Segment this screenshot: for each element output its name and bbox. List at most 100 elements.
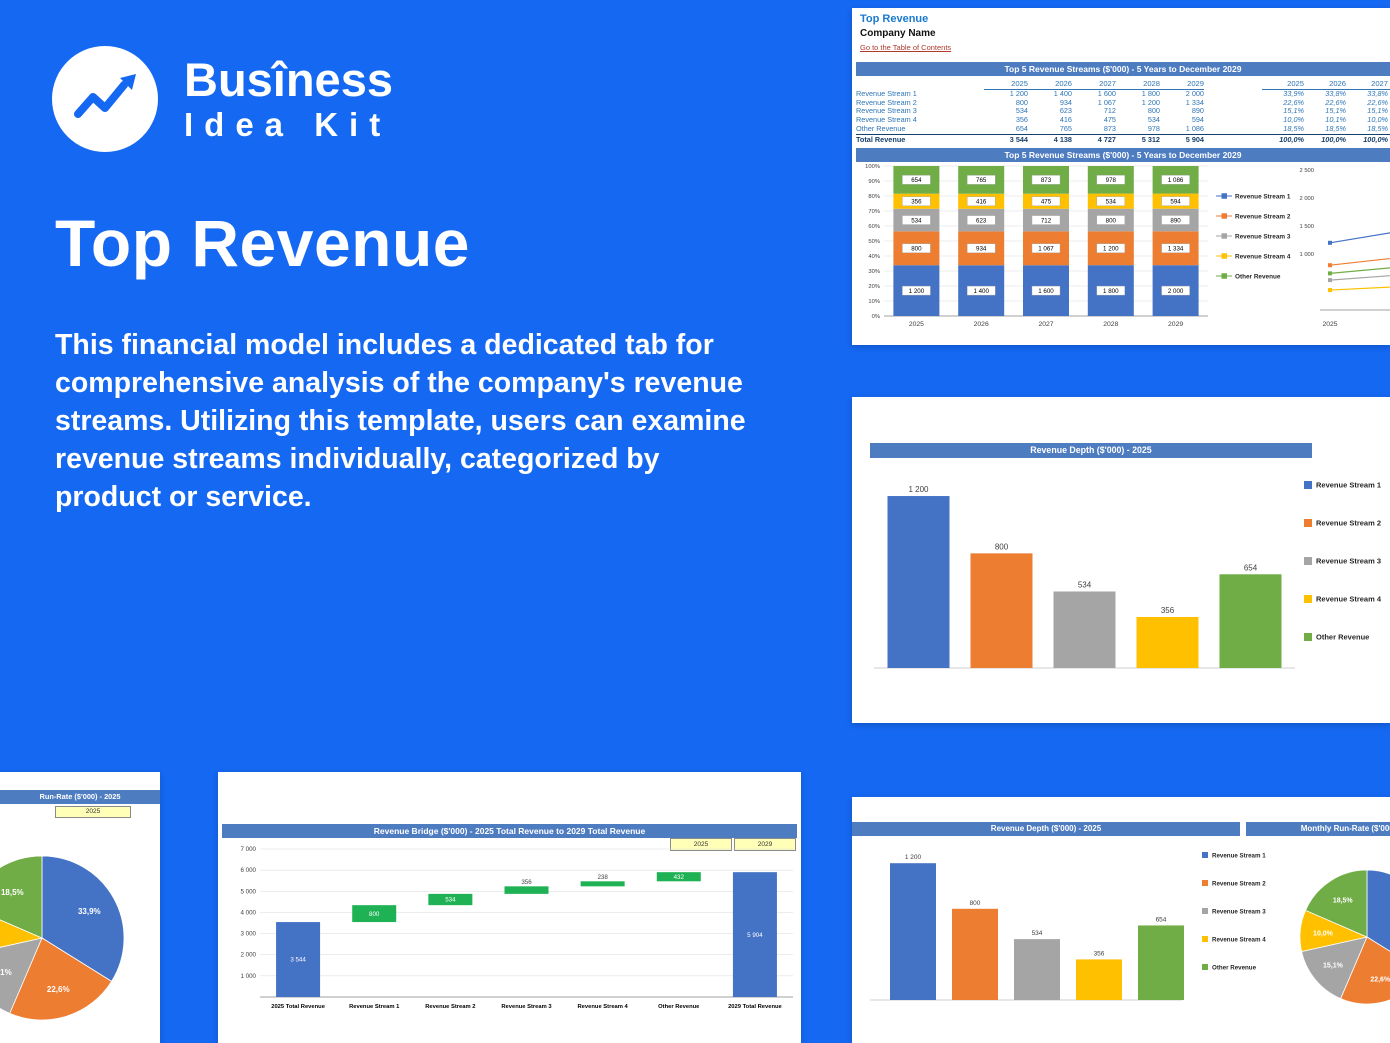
revenue-bridge-panel: Revenue Bridge ($'000) - 2025 Total Reve… <box>218 772 801 1043</box>
total-value: 5 312 <box>1141 135 1160 145</box>
waterfall-bar <box>428 893 473 906</box>
total-label: Total Revenue <box>856 135 906 145</box>
segment-label-box <box>966 243 996 254</box>
pct-cell: 33,8% <box>1325 90 1346 98</box>
chart-label: 22,6% <box>1370 977 1390 984</box>
chart-label: 20% <box>868 284 880 290</box>
chart-label: 1 200 <box>909 288 925 295</box>
waterfall-bar <box>352 905 397 923</box>
year-header: 2027 <box>1072 78 1116 90</box>
chart-label: Revenue Stream 2 <box>1316 518 1381 527</box>
chart-label: 5 000 <box>241 888 257 895</box>
chart-label: Revenue Stream 3 <box>1212 908 1266 915</box>
chart-label: 2027 <box>1038 321 1053 328</box>
chart-label: 22,6% <box>47 985 70 994</box>
row-label: Other Revenue <box>856 124 906 133</box>
line-series <box>1329 275 1390 281</box>
line-marker <box>1328 288 1332 293</box>
pct-cell: 15,1% <box>1367 107 1388 116</box>
chart-label: 356 <box>521 879 532 886</box>
revenue-table: 202520262027202820292025202620272028Reve… <box>856 78 1390 145</box>
chart-label: Revenue Stream 1 <box>1316 480 1381 489</box>
chart-label: 594 <box>1170 198 1181 205</box>
year-selector-from[interactable]: 2025 <box>670 838 732 851</box>
table-cell <box>1204 107 1262 116</box>
pct-cell: 18,5% <box>1325 124 1346 133</box>
value-cell: 623 <box>1059 107 1072 116</box>
chart-label: Revenue Stream 3 <box>1235 233 1291 240</box>
pct-cell: 22,6% <box>1367 98 1388 107</box>
pct-cell: 22,6% <box>1325 98 1346 107</box>
segment-label-box <box>966 285 996 296</box>
runrate-panel: Run-Rate ($'000) - 2025 2025 33,9% 22,6% 1… <box>0 772 160 1043</box>
row-label: Revenue Stream 2 <box>856 98 917 107</box>
pie-slice <box>0 937 43 1014</box>
value-cell: 1 067 <box>1097 98 1116 107</box>
chart-label: Revenue Stream 4 <box>1235 253 1291 260</box>
chart-label: 2025 <box>1322 321 1337 328</box>
legend-marker <box>1202 852 1208 858</box>
pct-cell: 10,1% <box>1325 116 1346 125</box>
chart-label: Revenue Stream 2 <box>1235 213 1291 220</box>
pct-cell: 10,0% <box>1283 116 1304 125</box>
stacked-chart-title-bar: Top 5 Revenue Streams ($'000) - 5 Years … <box>856 148 1390 162</box>
bar <box>1219 574 1282 668</box>
depth-runrate-panel: Revenue Depth ($'000) - 2025 Monthly Run… <box>852 797 1390 1043</box>
total-value: 3 544 <box>1009 135 1028 145</box>
legend-marker <box>1304 519 1312 527</box>
chart-label: 5 904 <box>747 932 763 939</box>
year-header: 2028 <box>1388 78 1390 90</box>
chart-label: 1 086 <box>1168 177 1184 184</box>
segment-label-box <box>1096 175 1126 185</box>
legend-marker <box>1202 936 1208 942</box>
chart-label: 15,1% <box>1323 963 1344 970</box>
pct-cell: 15,1% <box>1283 107 1304 116</box>
bar <box>890 863 936 1000</box>
line-series <box>1329 232 1390 244</box>
year-selector-to[interactable]: 2029 <box>734 838 796 851</box>
year-header: 2026 <box>1028 78 1072 90</box>
chart-label: 50% <box>868 239 880 245</box>
chart-label: 534 <box>445 897 456 904</box>
pie-slice <box>1340 936 1390 1005</box>
line-marker <box>1328 278 1332 283</box>
stacked-bar-chart: 100% 90% 80% 70% 60% 50% 40% 30% 20% 10% 0% 1 200 80… <box>865 164 1208 328</box>
legend-marker <box>1304 481 1312 489</box>
chart-label: 40% <box>868 254 880 260</box>
brand: Busîness Idea Kit <box>52 46 393 152</box>
waterfall-chart: 7 000 6 000 5 000 4 000 3 000 2 000 1 000 3 544… <box>241 846 793 1010</box>
toc-link[interactable]: Go to the Table of Contents <box>860 43 952 52</box>
chart-label: 15,1% <box>0 968 12 977</box>
chart-legend: Revenue Stream 1 Revenue Stream 2 Revenue … <box>1202 852 1266 971</box>
chart-label: 1 334 <box>1168 246 1184 253</box>
chart-label: 2 000 <box>1168 288 1184 295</box>
value-cell: 416 <box>1059 116 1072 125</box>
pie-slice <box>1366 869 1390 952</box>
chart-label: 33,9% <box>78 907 101 916</box>
year-selector[interactable]: 2025 <box>55 806 131 818</box>
total-pct: 100,0% <box>1321 135 1346 145</box>
chart-label: 1 200 <box>905 854 922 861</box>
chart-label: Revenue Stream 4 <box>1212 936 1266 943</box>
chart-label: Revenue Stream 2 <box>1212 880 1266 887</box>
chart-label: 654 <box>1156 916 1167 923</box>
chart-label: Other Revenue <box>1316 632 1369 641</box>
line-marker <box>1328 240 1332 245</box>
chart-label: 1 500 <box>1299 224 1314 230</box>
legend-marker <box>1202 964 1208 970</box>
chart-label: 7 000 <box>241 846 257 853</box>
table-row: Other Revenue 654 765 873 978 1 086 18,5% 18,5%… <box>856 125 1390 134</box>
chart-label: Revenue Stream 3 <box>1316 556 1381 565</box>
chart-label: Revenue Stream 4 <box>578 1004 629 1010</box>
segment-label-box <box>1161 215 1190 225</box>
line-marker <box>1328 271 1332 276</box>
chart-label: 2 500 <box>1299 168 1314 174</box>
pct-cell: 18,5% <box>1367 124 1388 133</box>
chart-label: 80% <box>868 194 880 200</box>
year-header: 2026 <box>1304 78 1346 90</box>
line-series <box>1329 267 1390 274</box>
brand-text: Busîness Idea Kit <box>184 54 393 144</box>
year-header: 2025 <box>984 78 1028 90</box>
